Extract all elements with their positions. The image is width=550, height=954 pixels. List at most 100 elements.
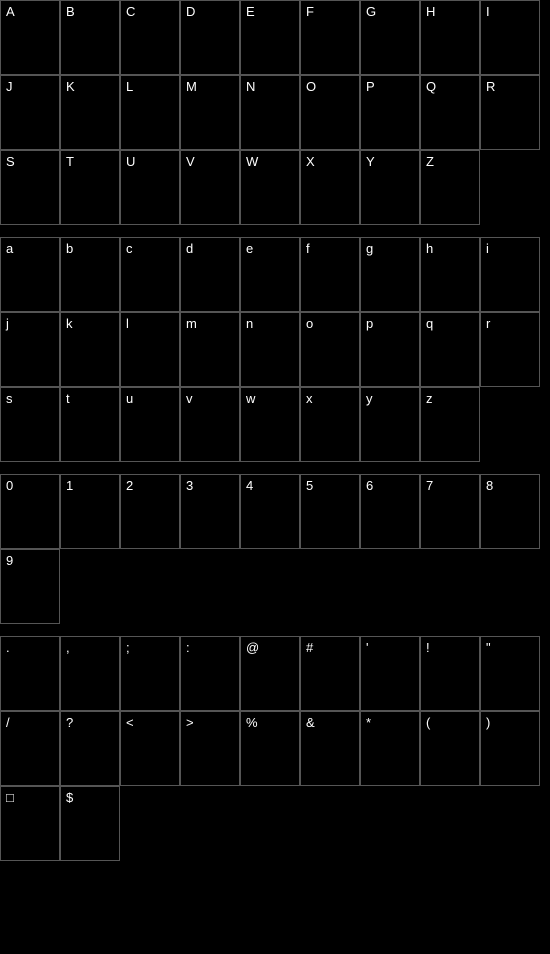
glyph-label: b	[66, 241, 74, 256]
glyph-label: l	[126, 316, 129, 331]
glyph-label: k	[66, 316, 73, 331]
glyph-chart: A B C D E F G H I J K L M N O P Q R S T …	[0, 0, 550, 861]
glyph-cell: q	[420, 312, 480, 387]
glyph-label: >	[186, 715, 194, 730]
glyph-label: *	[366, 715, 372, 730]
glyph-cell: g	[360, 237, 420, 312]
glyph-cell: 9	[0, 549, 60, 624]
glyph-label: @	[246, 640, 260, 655]
glyph-cell: 8	[480, 474, 540, 549]
glyph-cell: z	[420, 387, 480, 462]
glyph-cell: H	[420, 0, 480, 75]
glyph-cell: R	[480, 75, 540, 150]
glyph-label: p	[366, 316, 374, 331]
glyph-cell: .	[0, 636, 60, 711]
glyph-label: A	[6, 4, 15, 19]
glyph-label: .	[6, 640, 10, 655]
glyph-cell: F	[300, 0, 360, 75]
glyph-cell: /	[0, 711, 60, 786]
section-digits: 0 1 2 3 4 5 6 7 8 9	[0, 474, 550, 624]
glyph-cell: j	[0, 312, 60, 387]
glyph-label: R	[486, 79, 496, 94]
glyph-label: N	[246, 79, 256, 94]
glyph-label: i	[486, 241, 489, 256]
section-lowercase: a b c d e f g h i j k l m n o p q r s t …	[0, 237, 550, 462]
glyph-label: 3	[186, 478, 194, 493]
glyph-cell: M	[180, 75, 240, 150]
glyph-label: a	[6, 241, 14, 256]
glyph-label: /	[6, 715, 10, 730]
glyph-label: P	[366, 79, 375, 94]
glyph-cell: A	[0, 0, 60, 75]
glyph-label: y	[366, 391, 373, 406]
glyph-cell: p	[360, 312, 420, 387]
glyph-cell: U	[120, 150, 180, 225]
glyph-label: K	[66, 79, 75, 94]
glyph-label: M	[186, 79, 197, 94]
glyph-label: r	[486, 316, 491, 331]
glyph-label: q	[426, 316, 434, 331]
glyph-cell: )	[480, 711, 540, 786]
glyph-cell: C	[120, 0, 180, 75]
glyph-label: O	[306, 79, 317, 94]
glyph-label: f	[306, 241, 310, 256]
glyph-label: j	[6, 316, 9, 331]
glyph-cell: f	[300, 237, 360, 312]
glyph-label: <	[126, 715, 134, 730]
glyph-cell: B	[60, 0, 120, 75]
glyph-cell: v	[180, 387, 240, 462]
glyph-cell: o	[300, 312, 360, 387]
glyph-cell: >	[180, 711, 240, 786]
glyph-cell: 0	[0, 474, 60, 549]
glyph-label: $	[66, 790, 74, 805]
glyph-cell: m	[180, 312, 240, 387]
glyph-cell: P	[360, 75, 420, 150]
glyph-label: c	[126, 241, 133, 256]
glyph-cell: y	[360, 387, 420, 462]
glyph-cell: K	[60, 75, 120, 150]
section-gap	[0, 624, 550, 636]
glyph-label: I	[486, 4, 490, 19]
glyph-label: s	[6, 391, 13, 406]
glyph-cell: l	[120, 312, 180, 387]
glyph-label: !	[426, 640, 430, 655]
glyph-cell: V	[180, 150, 240, 225]
glyph-label: x	[306, 391, 313, 406]
section-gap	[0, 462, 550, 474]
glyph-cell: s	[0, 387, 60, 462]
glyph-label: Y	[366, 154, 375, 169]
glyph-label: □	[6, 790, 14, 805]
glyph-label: :	[186, 640, 190, 655]
glyph-label: S	[6, 154, 15, 169]
glyph-label: v	[186, 391, 193, 406]
glyph-cell: n	[240, 312, 300, 387]
glyph-label: t	[66, 391, 70, 406]
glyph-label: W	[246, 154, 259, 169]
glyph-cell: X	[300, 150, 360, 225]
glyph-cell: ,	[60, 636, 120, 711]
glyph-cell: "	[480, 636, 540, 711]
glyph-cell: x	[300, 387, 360, 462]
glyph-cell: %	[240, 711, 300, 786]
glyph-label: E	[246, 4, 255, 19]
glyph-cell: Y	[360, 150, 420, 225]
glyph-label: H	[426, 4, 436, 19]
glyph-label: ;	[126, 640, 130, 655]
glyph-label: 1	[66, 478, 74, 493]
glyph-label: ?	[66, 715, 74, 730]
glyph-label: B	[66, 4, 75, 19]
glyph-label: 4	[246, 478, 254, 493]
glyph-label: m	[186, 316, 197, 331]
glyph-cell: N	[240, 75, 300, 150]
glyph-cell: L	[120, 75, 180, 150]
glyph-cell: Q	[420, 75, 480, 150]
glyph-label: &	[306, 715, 315, 730]
glyph-cell: 5	[300, 474, 360, 549]
glyph-cell: 3	[180, 474, 240, 549]
glyph-cell: D	[180, 0, 240, 75]
glyph-cell: J	[0, 75, 60, 150]
glyph-cell: &	[300, 711, 360, 786]
glyph-cell: d	[180, 237, 240, 312]
glyph-label: 9	[6, 553, 14, 568]
glyph-label: o	[306, 316, 314, 331]
